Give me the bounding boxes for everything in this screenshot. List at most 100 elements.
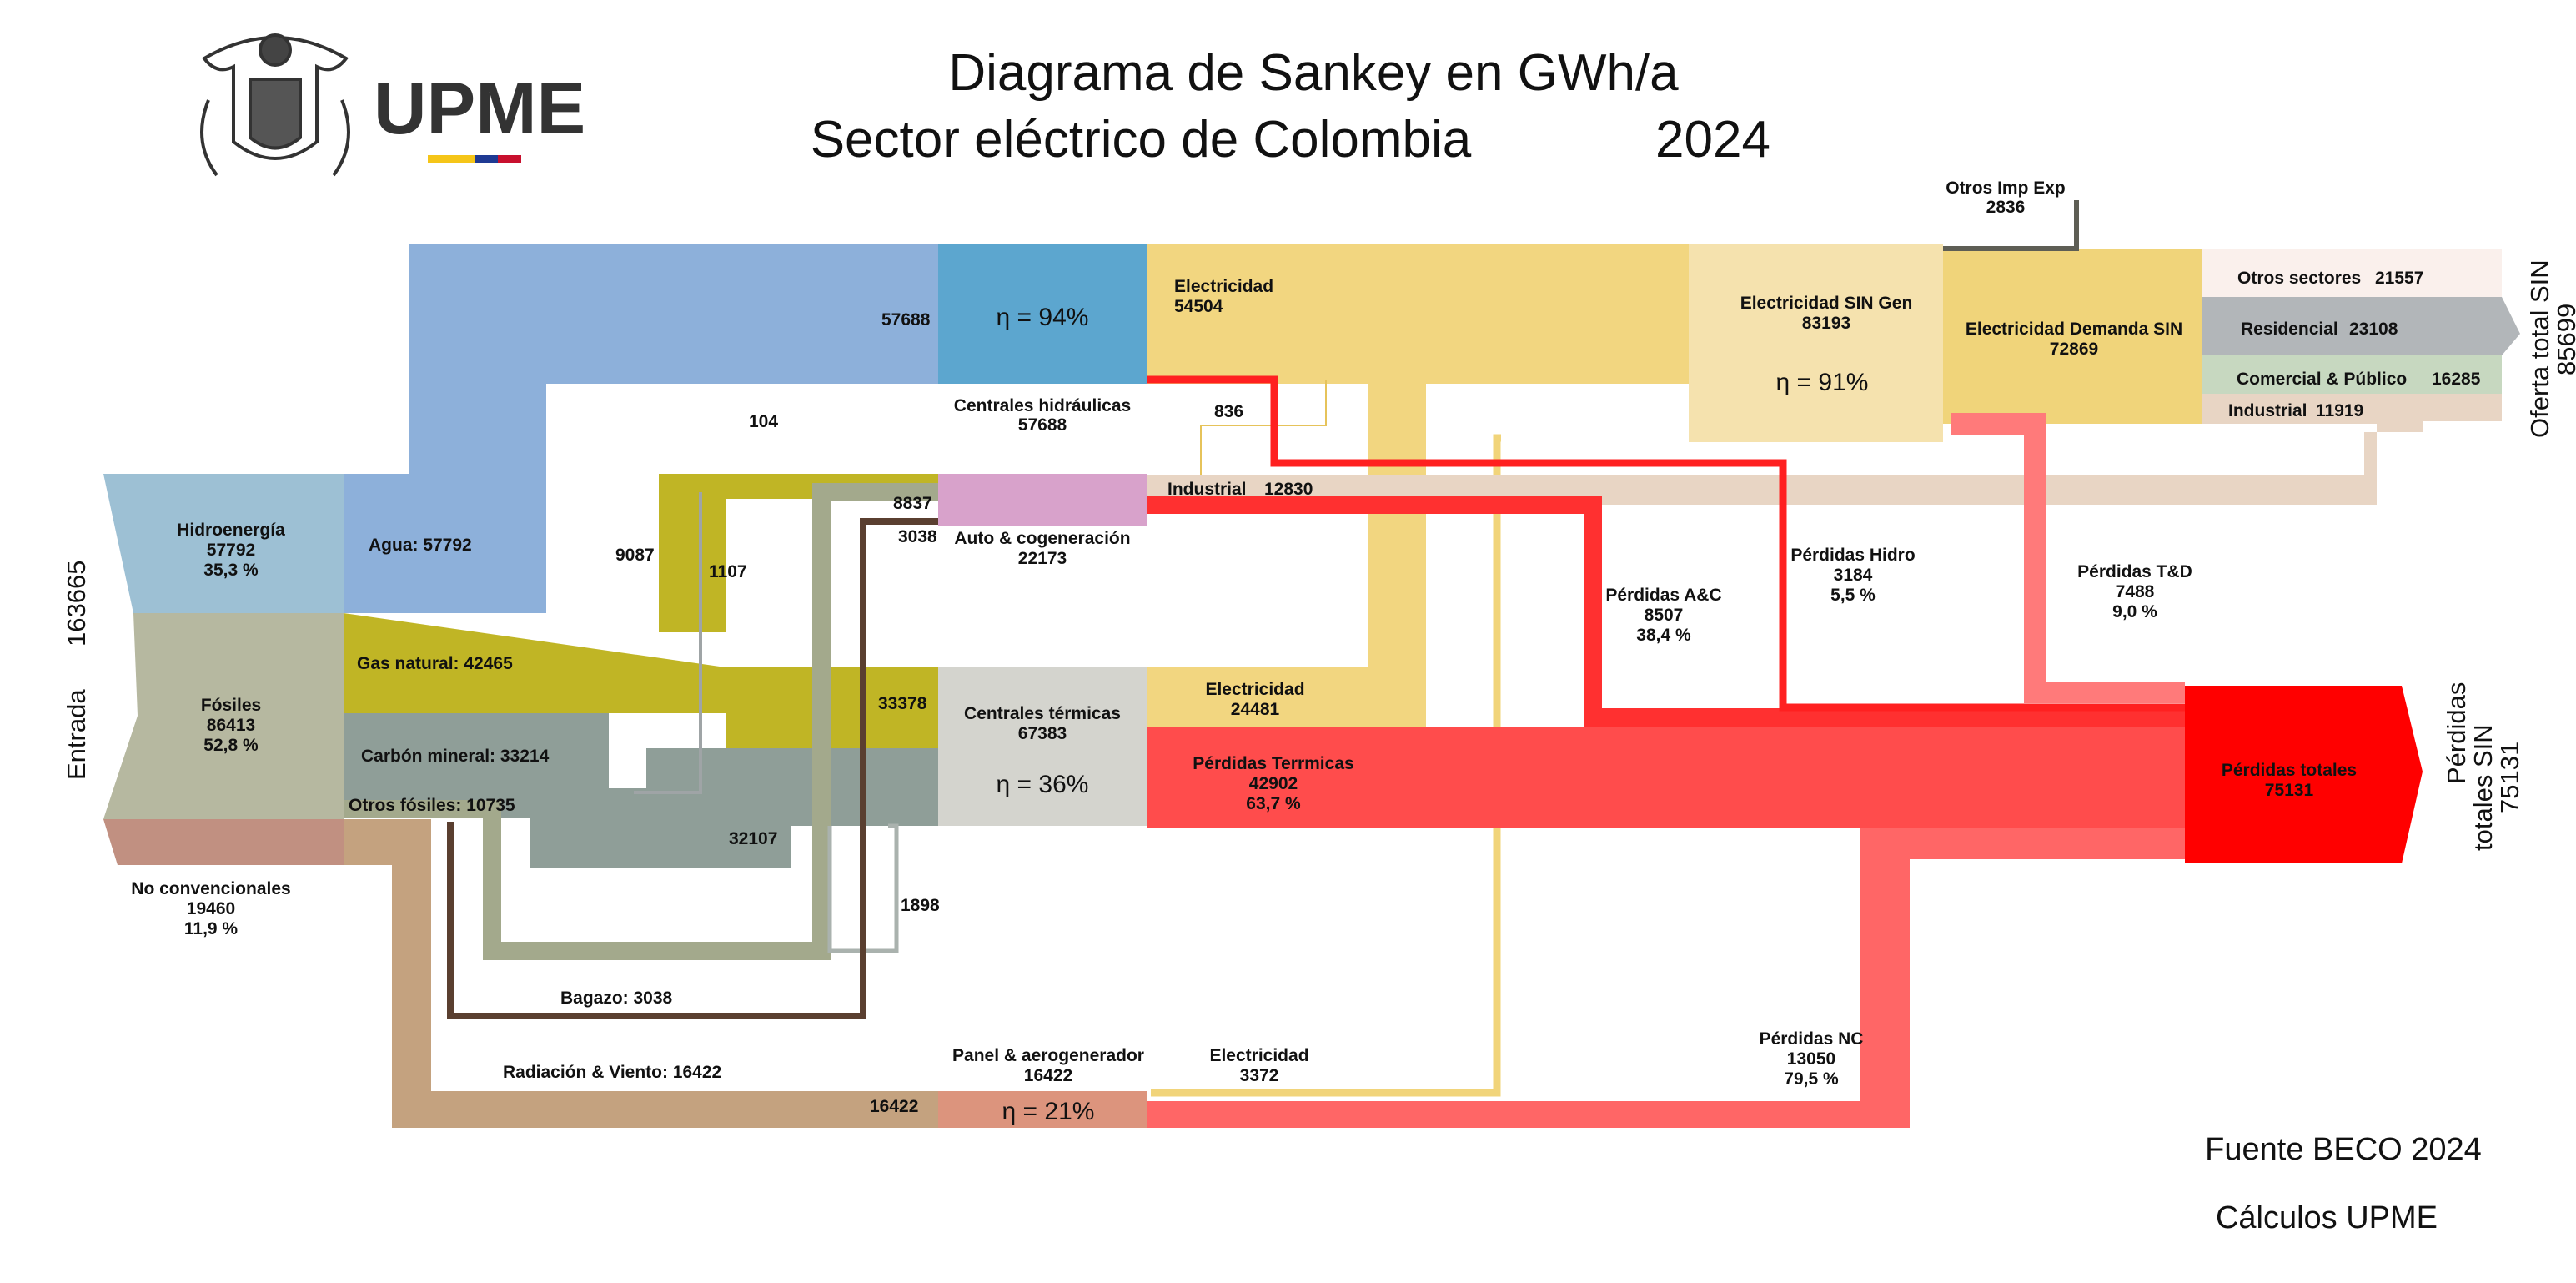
perdidas-td-flow <box>1951 413 2185 703</box>
perdidas-sin-value: 75131 <box>2495 742 2524 813</box>
industrial-cogen-value: 12830 <box>1264 480 1313 499</box>
flag-stripe-red <box>498 155 521 163</box>
perdidas-hidro-value: 3184 <box>1834 566 1873 585</box>
perdidas-termicas-pct: 63,7 % <box>1246 794 1301 813</box>
hidroenergia-name: Hidroenergía <box>177 521 285 540</box>
oferta-total-value: 85699 <box>2552 304 2576 375</box>
otros-sectores-name: Otros sectores <box>2237 269 2361 288</box>
otros-fosiles-flow <box>344 483 938 960</box>
perdidas-totales-node <box>2185 686 2423 863</box>
elec-panel-value: 3372 <box>1240 1066 1279 1085</box>
title-line2: Sector eléctrico de Colombia <box>811 111 1472 169</box>
no-convencionales-value: 19460 <box>187 899 235 918</box>
residencial-block <box>2202 297 2520 355</box>
agua-flow <box>344 244 938 613</box>
otros-sectores-value: 21557 <box>2375 269 2423 288</box>
fosiles-name: Fósiles <box>201 696 261 715</box>
perdidas-hidro-flow <box>1147 375 2185 712</box>
flow-9087: 9087 <box>615 546 655 565</box>
perdidas-hidro-pct: 5,5 % <box>1830 586 1876 605</box>
perdidas-termicas-value: 42902 <box>1249 774 1298 793</box>
oferta-total-label: Oferta total SIN <box>2525 259 2554 438</box>
no-convencionales-name: No convencionales <box>131 879 290 898</box>
perdidas-nc-flow <box>1147 828 2185 1128</box>
elec-sin-gen-value: 83193 <box>1802 314 1850 333</box>
centrales-hidraulicas-node <box>938 244 1147 384</box>
gas-natural-flow <box>344 474 938 748</box>
otros-sectores-block <box>2202 249 2502 297</box>
flow-57688: 57688 <box>881 310 931 330</box>
footer-fuente: Fuente BECO 2024 <box>2205 1132 2482 1167</box>
elec-sin-gen-name: Electricidad SIN Gen <box>1740 294 1913 313</box>
bagazo-flow <box>447 518 938 1019</box>
panel-eta: η = 21% <box>1002 1098 1095 1125</box>
elec-demanda-name: Electricidad Demanda SIN <box>1966 319 2182 339</box>
cogeneracion-name: Auto & cogeneración <box>954 529 1130 548</box>
carbon-mineral-flow <box>344 713 938 868</box>
elec-termica-value: 24481 <box>1231 700 1280 719</box>
title-line1: Diagrama de Sankey en GWh/a <box>948 44 1679 102</box>
termicas-name: Centrales térmicas <box>964 704 1121 723</box>
otros-imp-exp-name: Otros Imp Exp <box>1946 179 2066 198</box>
perdidas-nc-name: Pérdidas NC <box>1760 1029 1864 1049</box>
otros-imp-exp-line <box>1943 200 2079 251</box>
panel-value: 16422 <box>1024 1066 1072 1085</box>
gas-natural-label: Gas natural: 42465 <box>357 654 513 673</box>
electricidad-termica-flow <box>1147 384 1426 727</box>
perdidas-sin-label-1: Pérdidas <box>2442 682 2471 784</box>
flag-stripe-blue <box>475 155 498 163</box>
entrada-value: 163665 <box>62 561 91 647</box>
gas-vertical-flow <box>659 474 726 632</box>
otros-fosiles-label: Otros fósiles: 10735 <box>349 796 515 815</box>
flow-33378: 33378 <box>878 694 927 713</box>
perdidas-termicas-flow <box>1147 727 2185 828</box>
fosiles-block <box>103 613 344 819</box>
electricidad-sin-gen-node <box>1689 244 1943 442</box>
flow-16422: 16422 <box>870 1097 918 1116</box>
fosiles-pct: 52,8 % <box>203 736 259 755</box>
flag-stripe-yellow <box>428 155 475 163</box>
electricidad-836-line <box>1200 380 1327 475</box>
title-year: 2024 <box>1655 111 1770 169</box>
elec-demanda-value: 72869 <box>2050 340 2098 359</box>
comercial-name: Comercial & Público <box>2237 370 2407 389</box>
perdidas-td-name: Pérdidas T&D <box>2077 562 2192 581</box>
perdidas-ac-name: Pérdidas A&C <box>1605 586 1721 605</box>
flow-32107: 32107 <box>729 829 777 848</box>
coat-of-arms-icon <box>200 33 350 177</box>
no-convencionales-block <box>103 819 344 865</box>
electricidad-hidro-flow <box>1147 244 1689 384</box>
radiacion-viento-label: Radiación & Viento: 16422 <box>503 1063 721 1082</box>
elec-panel-name: Electricidad <box>1209 1046 1308 1065</box>
industrial-sector-block <box>2202 394 2502 421</box>
upme-logo-text: UPME <box>374 67 585 149</box>
flow-836: 836 <box>1214 402 1243 421</box>
cogeneracion-value: 22173 <box>1018 549 1067 568</box>
centrales-termicas-node <box>938 667 1147 826</box>
bagazo-label: Bagazo: 3038 <box>560 989 673 1008</box>
otros-imp-exp-value: 2836 <box>1986 198 2026 217</box>
perdidas-td-value: 7488 <box>2116 582 2155 601</box>
termicas-eta: η = 36% <box>997 771 1089 798</box>
hidraulicas-name: Centrales hidráulicas <box>954 396 1131 415</box>
perdidas-totales-name: Pérdidas totales <box>2222 761 2357 780</box>
residencial-value: 23108 <box>2349 319 2398 339</box>
panel-name: Panel & aerogenerador <box>952 1046 1144 1065</box>
upme-logo: UPME <box>200 33 585 177</box>
entrada-label: Entrada <box>62 689 91 780</box>
perdidas-totales-value: 75131 <box>2265 781 2314 800</box>
industrial-cogen-name: Industrial <box>1167 480 1247 499</box>
hidroenergia-value: 57792 <box>207 541 255 560</box>
carbon-mineral-label: Carbón mineral: 33214 <box>361 747 550 766</box>
perdidas-ac-value: 8507 <box>1645 606 1684 625</box>
gas-1107-line <box>634 492 702 794</box>
comercial-block <box>2202 355 2502 394</box>
perdidas-ac-pct: 38,4 % <box>1636 626 1691 645</box>
perdidas-hidro-name: Pérdidas Hidro <box>1790 546 1915 565</box>
fosiles-value: 86413 <box>207 716 255 735</box>
perdidas-nc-value: 13050 <box>1787 1049 1835 1069</box>
carbon-1898-line <box>827 823 899 953</box>
agua-label: Agua: 57792 <box>369 536 472 555</box>
panel-node <box>938 1091 1147 1128</box>
